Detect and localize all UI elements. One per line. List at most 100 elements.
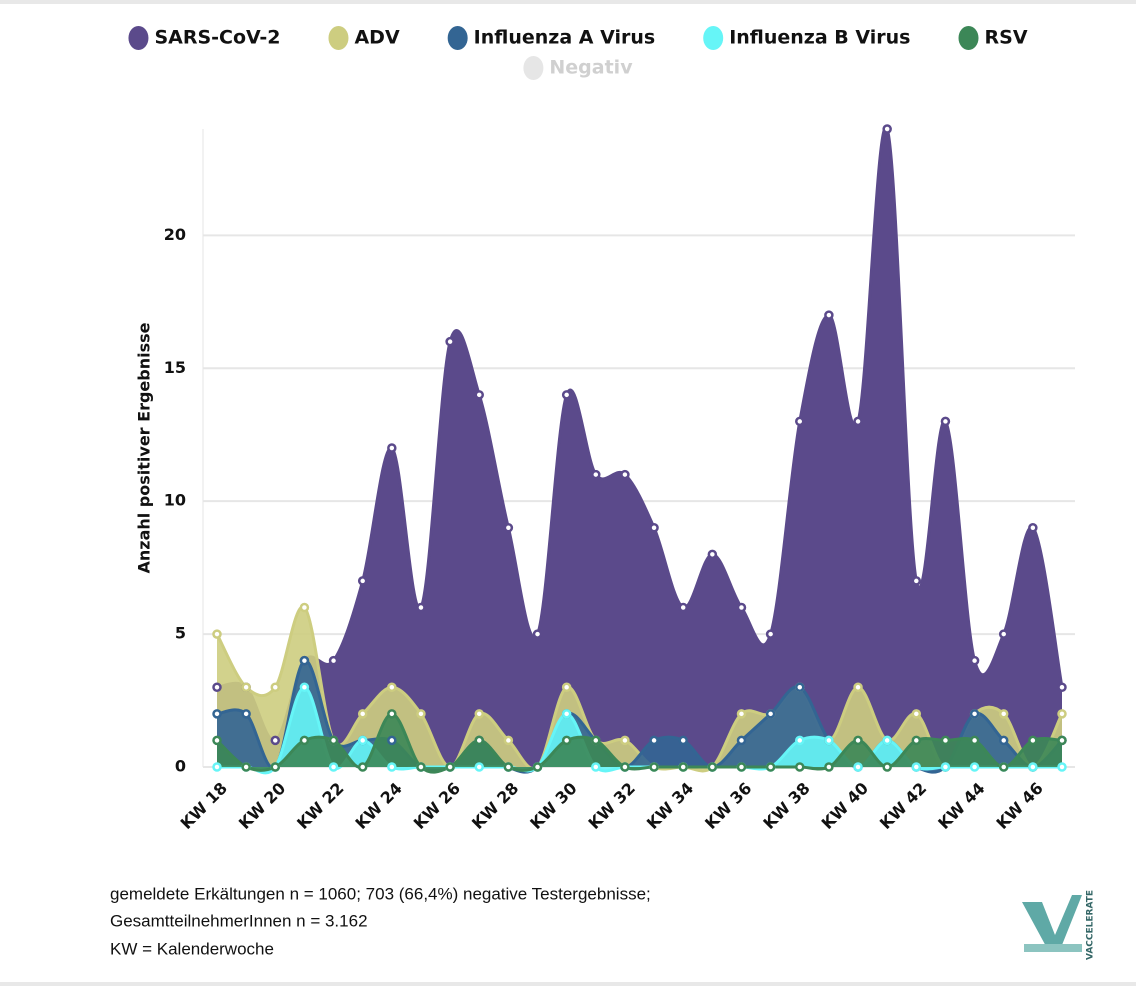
plot-area [215,125,1064,775]
point [591,735,601,746]
y-tick-label: 10 [164,491,186,510]
logo-text: VACCELERATE [1086,890,1096,960]
point [736,762,747,772]
x-tick-label: KW 24 [351,779,405,833]
point [1028,762,1038,772]
footnote: gemeldete Erkältungen n = 1060; 703 (66,… [110,884,651,903]
legend-symbol [958,26,979,50]
point [387,735,397,746]
point [620,469,630,480]
point [853,682,863,692]
point [998,762,1009,772]
point [299,682,310,692]
legend-symbol [328,26,349,50]
point [824,762,834,772]
point [649,523,659,533]
x-tick-label: KW 26 [410,779,464,833]
point [620,762,630,772]
point [445,762,455,772]
point [649,735,659,746]
legend-symbol [703,26,724,50]
point [561,709,572,719]
x-tick-label: KW 18 [177,779,231,833]
point [1057,762,1067,772]
point [969,709,980,719]
legend-item: ADV [328,26,400,50]
point [503,523,514,533]
point [765,762,776,772]
point [299,602,310,613]
point [795,735,805,746]
point [416,709,426,719]
point [503,735,514,746]
top-bar [0,0,1136,4]
point [1057,735,1067,746]
point [474,762,484,772]
point [795,416,805,427]
legend-label: SARS-CoV-2 [154,27,280,49]
point [940,762,951,772]
point [736,602,747,613]
point [882,735,892,746]
legend-label: RSV [985,27,1028,49]
point [765,709,776,719]
area [217,713,1062,773]
markers [212,124,1067,772]
x-tick-label: KW 34 [643,779,697,833]
point [474,709,484,719]
point [853,762,863,772]
area [217,127,1062,768]
legend-item: Negativ [523,56,633,80]
point [474,735,484,746]
point [707,762,718,772]
y-axis-label: Anzahl positiver Ergebnisse [135,322,154,573]
point [387,709,397,719]
point [387,762,397,772]
point [387,682,397,692]
legend-label: Influenza B Virus [729,27,910,49]
point [357,709,368,719]
legend: SARS-CoV-2 ADV Influenza A Virus Influenza … [128,26,1028,80]
point [969,762,980,772]
x-tick-label: KW 40 [818,779,872,833]
x-tick-label: KW 42 [876,779,930,833]
point [241,709,251,719]
point [998,709,1009,719]
legend-item: SARS-CoV-2 [128,26,280,50]
point [270,682,281,692]
point [561,390,572,400]
point [998,735,1009,746]
point [328,762,339,772]
point [969,655,980,666]
point [532,762,543,772]
point [678,762,688,772]
point [212,629,222,639]
x-tick-label: KW 46 [993,779,1047,833]
point [940,735,951,746]
legend-label: ADV [354,27,399,49]
point [911,762,922,772]
legend-label: Influenza A Virus [474,27,656,49]
point [736,735,747,746]
point [357,576,368,586]
point [416,762,426,772]
point [765,629,776,639]
point [853,735,863,746]
point [824,310,834,320]
x-tick-label: KW 38 [759,779,813,833]
point [212,735,222,746]
point [561,682,572,692]
footnote: GesamtteilnehmerInnen n = 3.162 [110,911,368,930]
point [1028,735,1038,746]
bottom-bar [0,982,1136,986]
point [270,762,281,772]
x-tick-label: KW 44 [934,779,988,833]
point [474,390,484,400]
point [241,682,251,692]
x-tick-label: KW 30 [526,779,580,833]
point [911,735,922,746]
point [503,762,514,772]
point [357,762,368,772]
point [620,735,630,746]
